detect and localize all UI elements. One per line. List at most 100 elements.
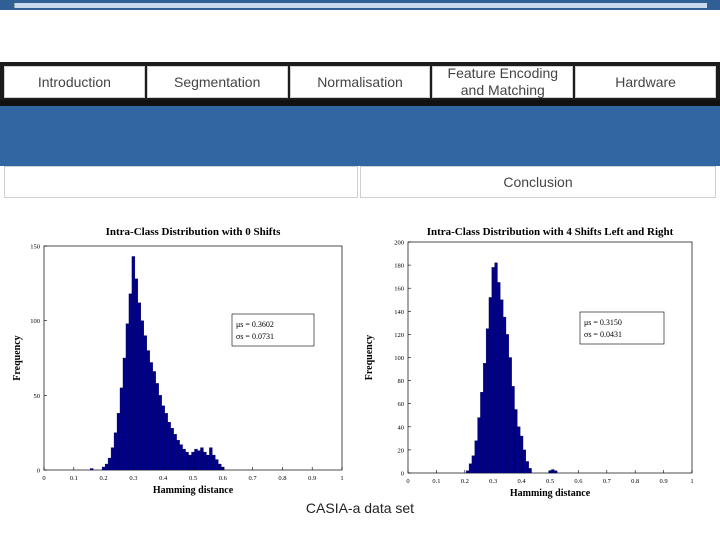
blue-band xyxy=(0,106,720,166)
histogram-bar xyxy=(497,282,501,474)
nav-item-normalisation[interactable]: Normalisation xyxy=(289,66,431,98)
top-decor-inner xyxy=(14,3,707,8)
stats-annotation: μs = 0.3150 xyxy=(584,318,622,327)
histogram-bar xyxy=(525,461,529,474)
histogram-bar xyxy=(173,434,177,471)
histogram-bar xyxy=(134,278,139,471)
histogram-bar xyxy=(143,335,147,471)
histogram-bar xyxy=(146,350,150,471)
histogram-bar xyxy=(480,391,484,474)
histogram-bar xyxy=(511,386,515,474)
chart-title: Intra-Class Distribution with 0 Shifts xyxy=(106,226,282,238)
histogram-bar xyxy=(185,451,189,471)
histogram-bar xyxy=(155,383,159,471)
x-tick-label: 0.6 xyxy=(219,475,228,482)
top-decor-strip xyxy=(0,0,720,10)
nav-item-introduction[interactable]: Introduction xyxy=(4,66,145,98)
y-tick-label: 120 xyxy=(394,332,404,339)
histogram-bar xyxy=(209,447,213,471)
y-tick-label: 160 xyxy=(394,286,404,293)
histogram-bar xyxy=(491,267,495,474)
nav-item-conclusion[interactable]: Conclusion xyxy=(360,166,716,198)
y-tick-label: 200 xyxy=(394,240,404,247)
x-tick-label: 0.8 xyxy=(631,478,639,485)
x-tick-label: 1 xyxy=(690,478,693,485)
y-tick-label: 60 xyxy=(398,401,405,408)
histogram-bar xyxy=(500,299,504,474)
x-tick-label: 0.3 xyxy=(129,475,137,482)
histogram-bar xyxy=(140,320,144,471)
histogram-bar xyxy=(505,334,509,474)
histogram-bar xyxy=(119,387,124,471)
histogram-bar xyxy=(113,432,118,471)
stats-box xyxy=(231,313,315,347)
x-tick-label: 0.3 xyxy=(489,478,497,485)
y-tick-label: 40 xyxy=(398,424,405,431)
plot-frame xyxy=(43,245,343,471)
nav-item-hardware[interactable]: Hardware xyxy=(575,66,716,98)
histogram-bar xyxy=(188,454,192,471)
histogram-bar xyxy=(502,316,507,474)
histogram-bar xyxy=(164,413,168,471)
histogram-bar xyxy=(137,302,141,471)
x-tick-label: 0.5 xyxy=(546,478,554,485)
histogram-bar xyxy=(485,328,490,474)
histogram-bar xyxy=(170,428,174,471)
x-tick-label: 1 xyxy=(340,475,343,482)
histogram-bar xyxy=(522,449,527,474)
nav-item-segmentation[interactable]: Segmentation xyxy=(146,66,288,98)
y-axis-label: Frequency xyxy=(12,335,23,380)
histogram-bar xyxy=(203,451,207,471)
histogram-bar xyxy=(528,468,532,474)
histogram-bar xyxy=(110,447,115,471)
nav-menu: Introduction Segmentation Normalisation … xyxy=(4,65,716,98)
histogram-bar xyxy=(483,363,487,474)
histogram-bar xyxy=(520,435,524,474)
histogram-4-shifts: Intra-Class Distribution with 4 Shifts L… xyxy=(364,226,694,499)
histogram-bar xyxy=(488,297,492,474)
x-tick-label: 0.1 xyxy=(70,475,78,482)
histogram-bar xyxy=(125,323,130,471)
y-tick-label: 100 xyxy=(394,355,404,362)
histogram-bar xyxy=(161,405,165,471)
x-tick-label: 0.6 xyxy=(574,478,583,485)
histogram-bar xyxy=(179,444,183,471)
histogram-bar xyxy=(90,468,94,471)
histogram-bar xyxy=(514,409,518,474)
y-tick-label: 150 xyxy=(30,244,40,251)
x-tick-label: 0.5 xyxy=(189,475,197,482)
x-tick-label: 0.4 xyxy=(159,475,168,482)
histogram-bar xyxy=(466,470,470,474)
histogram-bar xyxy=(215,459,219,471)
x-tick-label: 0.2 xyxy=(461,478,469,485)
y-tick-label: 140 xyxy=(394,309,404,316)
histogram-bar xyxy=(218,463,222,471)
x-tick-label: 0.4 xyxy=(518,478,527,485)
histogram-bar xyxy=(197,450,201,471)
histogram-bar xyxy=(194,448,198,471)
nav-row-2: Conclusion xyxy=(4,166,716,198)
histogram-bar xyxy=(517,426,521,474)
histogram-bar xyxy=(158,395,162,471)
y-tick-label: 50 xyxy=(34,393,41,400)
histogram-bar xyxy=(167,422,171,471)
histogram-bar xyxy=(200,447,204,471)
histogram-bar xyxy=(477,417,481,474)
histogram-bar xyxy=(128,293,133,471)
y-tick-label: 0 xyxy=(37,468,40,475)
histogram-bar xyxy=(212,454,216,471)
y-axis-label: Frequency xyxy=(364,335,375,380)
nav-item-feature-encoding[interactable]: Feature Encoding and Matching xyxy=(432,65,574,98)
y-tick-label: 180 xyxy=(394,263,404,270)
histogram-bar xyxy=(494,262,498,474)
x-tick-label: 0.1 xyxy=(432,478,440,485)
histogram-bar xyxy=(176,439,180,471)
x-tick-label: 0.7 xyxy=(603,478,612,485)
chart-title: Intra-Class Distribution with 4 Shifts L… xyxy=(427,226,674,238)
stats-box xyxy=(579,311,665,345)
histogram-0-shifts: Intra-Class Distribution with 0 Shifts 0 0… xyxy=(12,226,344,496)
x-tick-label: 0.7 xyxy=(249,475,258,482)
stats-annotation: μs = 0.3602 xyxy=(236,320,274,329)
x-tick-label: 0 xyxy=(406,478,409,485)
nav-item-blank xyxy=(4,166,358,198)
